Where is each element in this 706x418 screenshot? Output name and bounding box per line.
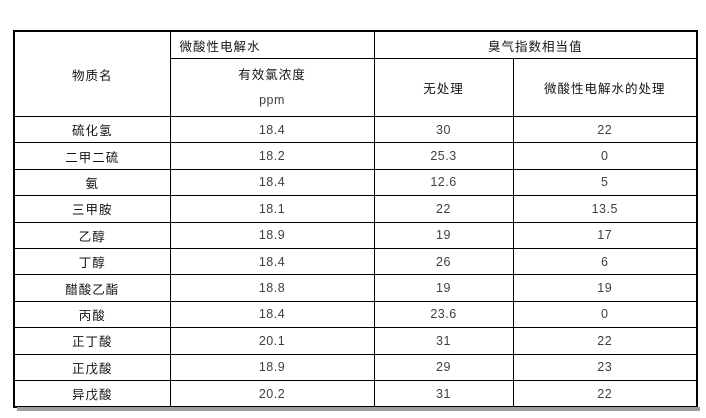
cell-substance: 正戊酸 — [13, 353, 171, 381]
cell-substance: 异戊酸 — [13, 379, 171, 408]
cell-treated-odor: 22 — [512, 327, 698, 355]
cell-chlorine-ppm: 20.1 — [169, 327, 375, 355]
cell-treated-odor: 0 — [512, 142, 698, 170]
cell-substance: 丙酸 — [13, 300, 171, 329]
header-water-treatment: 微酸性电解水的处理 — [512, 58, 698, 117]
table-row: 氨 18.4 12.6 5 — [13, 168, 698, 197]
header-odor-index: 臭气指数相当值 — [373, 30, 698, 59]
substances-table: 物质名 微酸性电解水 臭气指数相当值 有效氯浓度 ppm 无处理 微酸性电解水的… — [13, 30, 699, 409]
table-row: 异戊酸 20.2 31 22 — [13, 379, 698, 408]
cell-chlorine-ppm: 18.2 — [169, 142, 375, 170]
cell-untreated-odor: 31 — [373, 379, 514, 408]
header-electrolyzed-water: 微酸性电解水 — [169, 30, 375, 59]
cell-untreated-odor: 29 — [373, 353, 514, 381]
cell-substance: 正丁酸 — [13, 327, 171, 355]
cell-substance: 硫化氢 — [13, 115, 171, 144]
cell-untreated-odor: 12.6 — [373, 168, 514, 197]
header-substance-name: 物质名 — [13, 30, 171, 117]
table-row: 正戊酸 18.9 29 23 — [13, 353, 698, 381]
header-chlorine-line1: 有效氯浓度 — [238, 67, 306, 82]
table-body: 硫化氢 18.4 30 22 二甲二硫 18.2 25.3 0 氨 18.4 12.6 5 三甲胺 18.… — [13, 115, 698, 408]
cell-chlorine-ppm: 20.2 — [169, 379, 375, 408]
table-row: 硫化氢 18.4 30 22 — [13, 115, 698, 144]
cell-untreated-odor: 23.6 — [373, 300, 514, 329]
table-row: 醋酸乙酯 18.8 19 19 — [13, 274, 698, 302]
cell-substance: 二甲二硫 — [13, 142, 171, 170]
cell-treated-odor: 19 — [512, 274, 698, 302]
cell-treated-odor: 13.5 — [512, 195, 698, 223]
cell-chlorine-ppm: 18.8 — [169, 274, 375, 302]
cell-treated-odor: 23 — [512, 353, 698, 381]
cell-chlorine-ppm: 18.4 — [169, 247, 375, 276]
cell-substance: 丁醇 — [13, 247, 171, 276]
cell-untreated-odor: 22 — [373, 195, 514, 223]
cell-chlorine-ppm: 18.9 — [169, 353, 375, 381]
cell-untreated-odor: 25.3 — [373, 142, 514, 170]
cell-treated-odor: 0 — [512, 300, 698, 329]
cell-chlorine-ppm: 18.4 — [169, 115, 375, 144]
cell-chlorine-ppm: 18.4 — [169, 168, 375, 197]
cell-treated-odor: 22 — [512, 115, 698, 144]
cell-untreated-odor: 31 — [373, 327, 514, 355]
cell-substance: 三甲胺 — [13, 195, 171, 223]
cell-chlorine-ppm: 18.4 — [169, 300, 375, 329]
table-row: 丁醇 18.4 26 6 — [13, 247, 698, 276]
cell-chlorine-ppm: 18.9 — [169, 221, 375, 249]
cell-untreated-odor: 19 — [373, 274, 514, 302]
header-row-sub: 有效氯浓度 ppm 无处理 微酸性电解水的处理 — [14, 58, 698, 117]
table-row: 乙醇 18.9 19 17 — [13, 221, 698, 249]
cell-substance: 醋酸乙酯 — [13, 274, 171, 302]
header-chlorine-unit: ppm — [259, 92, 285, 107]
cell-substance: 乙醇 — [13, 221, 171, 249]
header-chlorine-concentration: 有效氯浓度 ppm — [169, 58, 375, 117]
cell-substance: 氨 — [13, 168, 171, 197]
substances-table-wrap: 物质名 微酸性电解水 臭气指数相当值 有效氯浓度 ppm 无处理 微酸性电解水的… — [13, 30, 699, 409]
header-row-top: 物质名 微酸性电解水 臭气指数相当值 — [13, 30, 698, 117]
cell-untreated-odor: 30 — [373, 115, 514, 144]
cell-treated-odor: 22 — [512, 379, 698, 408]
cell-treated-odor: 5 — [512, 168, 698, 197]
cell-untreated-odor: 19 — [373, 221, 514, 249]
table-row: 丙酸 18.4 23.6 0 — [13, 300, 698, 329]
cell-treated-odor: 6 — [512, 247, 698, 276]
cell-treated-odor: 17 — [512, 221, 698, 249]
table-row: 三甲胺 18.1 22 13.5 — [13, 195, 698, 223]
cell-untreated-odor: 26 — [373, 247, 514, 276]
header-no-treatment: 无处理 — [373, 58, 514, 117]
cell-chlorine-ppm: 18.1 — [169, 195, 375, 223]
table-row: 正丁酸 20.1 31 22 — [13, 327, 698, 355]
table-bottom-shadow — [17, 407, 700, 411]
table-row: 二甲二硫 18.2 25.3 0 — [13, 142, 698, 170]
